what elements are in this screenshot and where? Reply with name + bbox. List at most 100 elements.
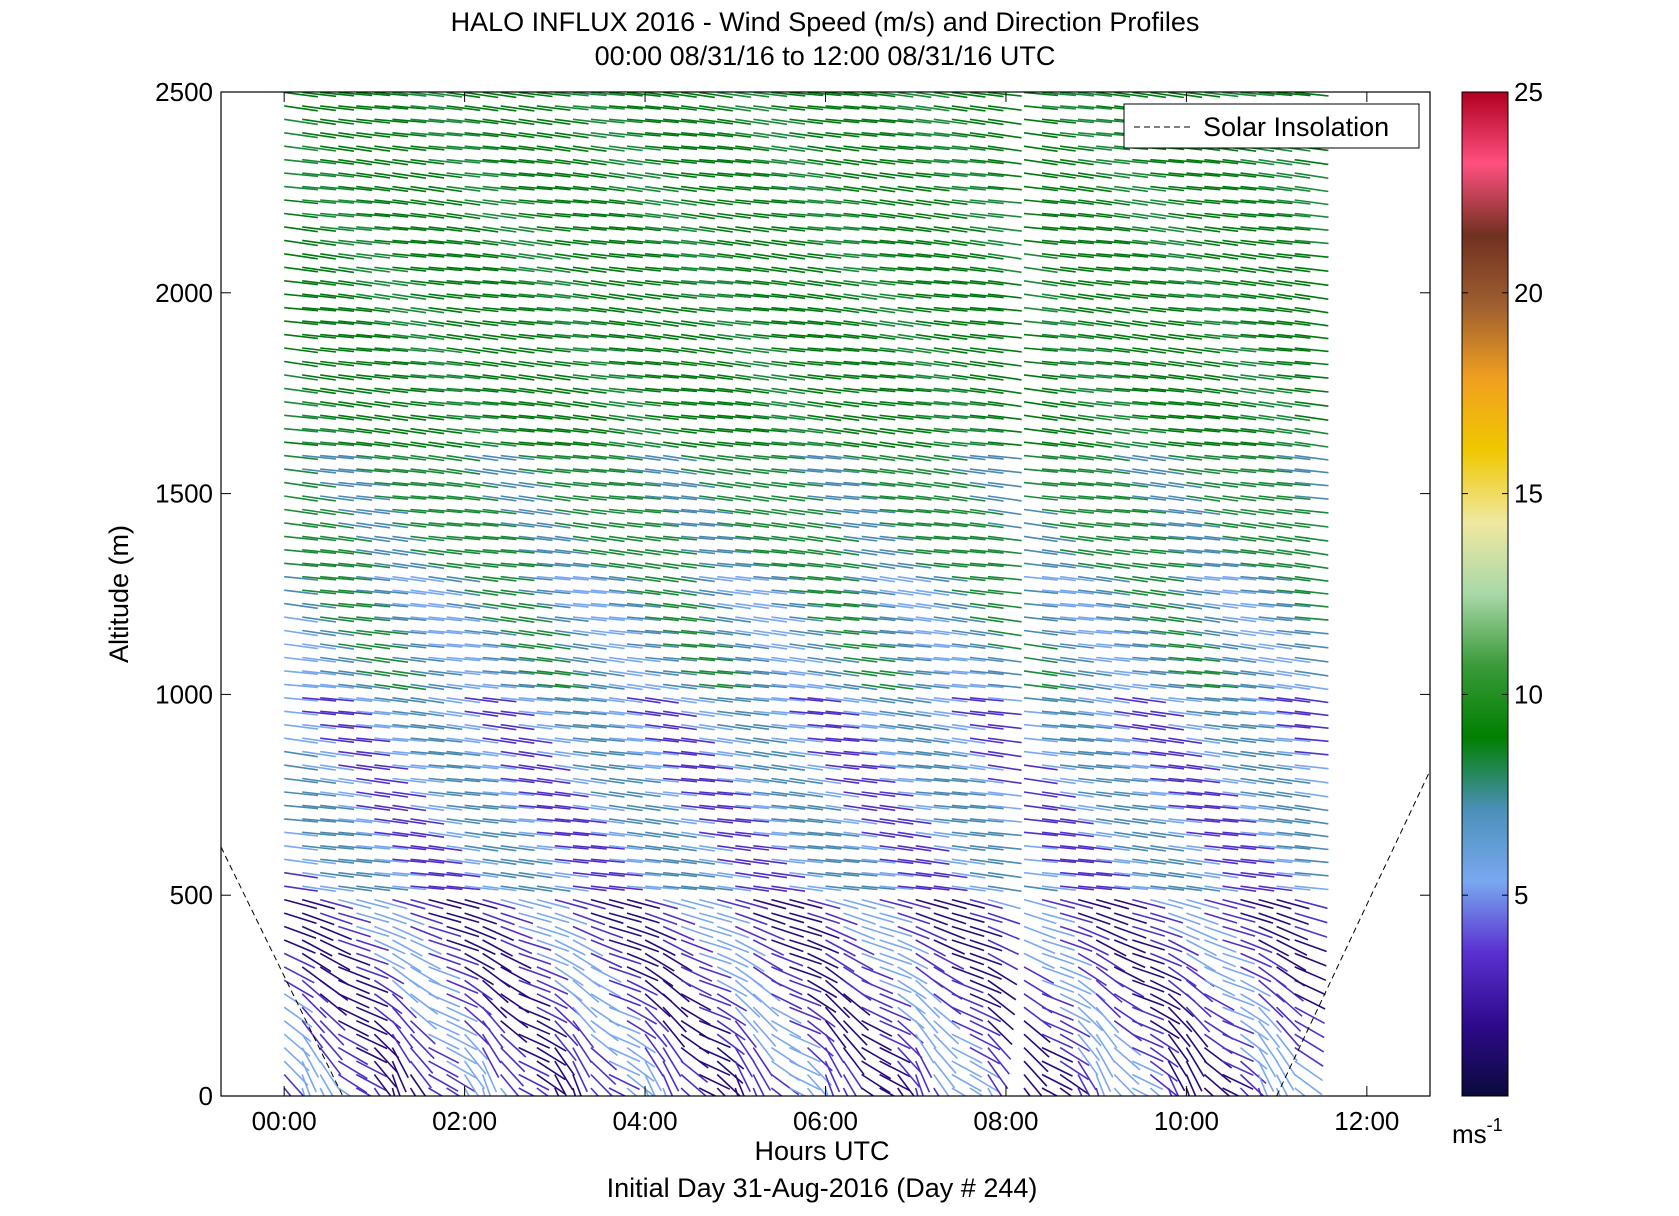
wind-barb: [1132, 508, 1167, 514]
wind-barb: [392, 185, 427, 193]
wind-barb: [626, 939, 660, 953]
wind-barb: [410, 939, 442, 955]
wind-barb: [1132, 522, 1167, 527]
wind-barb: [807, 374, 842, 380]
wind-barb: [807, 925, 840, 940]
wind-barb: [735, 118, 770, 126]
wind-barb: [356, 562, 391, 569]
wind-barb: [392, 92, 427, 97]
wind-barb: [951, 92, 986, 98]
wind-barb: [1276, 616, 1311, 622]
wind-barb: [753, 414, 788, 420]
wind-barb: [1294, 253, 1329, 258]
wind-barb: [843, 92, 878, 97]
wind-barb: [1240, 495, 1275, 501]
wind-barb: [1041, 871, 1076, 877]
wind-barb: [915, 293, 950, 299]
wind-barb: [1060, 602, 1094, 608]
wind-barb: [897, 495, 932, 501]
wind-barb: [717, 777, 752, 783]
wind-barb: [843, 360, 878, 366]
wind-barb: [374, 427, 409, 435]
wind-barb: [879, 306, 914, 314]
wind-barb: [608, 858, 643, 864]
wind-barb: [572, 818, 607, 824]
wind-barb: [464, 939, 496, 956]
wind-barb: [1185, 1047, 1205, 1078]
wind-barb: [500, 454, 535, 461]
wind-barb: [1023, 320, 1058, 326]
wind-barb: [662, 199, 697, 206]
wind-barb: [1258, 333, 1293, 339]
wind-barb: [320, 616, 355, 623]
wind-barb: [717, 387, 752, 394]
wind-barb: [1132, 670, 1167, 676]
wind-barb: [1240, 508, 1275, 516]
wind-barb: [590, 670, 625, 677]
wind-barb: [626, 764, 661, 770]
wind-barb: [374, 293, 409, 301]
wind-barb: [518, 239, 553, 247]
wind-barb: [752, 952, 784, 972]
wind-barb: [608, 952, 642, 965]
wind-barb: [1294, 764, 1329, 770]
wind-barb: [897, 697, 932, 704]
wind-barb: [681, 280, 716, 285]
wind-barb: [518, 549, 553, 554]
wind-barb: [1222, 495, 1257, 502]
wind-barb: [753, 562, 788, 568]
wind-barb: [302, 535, 336, 542]
wind-barb: [284, 831, 319, 837]
wind-barb: [825, 952, 855, 973]
wind-barb: [951, 885, 986, 892]
colorbar-tick-label-1: 10: [1514, 679, 1543, 709]
wind-barb: [771, 858, 806, 864]
wind-barb: [663, 791, 697, 797]
wind-barb: [861, 804, 896, 812]
wind-barb: [392, 172, 427, 179]
wind-barb: [1168, 710, 1203, 717]
wind-barb: [355, 1073, 387, 1092]
wind-barb: [933, 710, 968, 717]
wind-barb: [1041, 239, 1076, 245]
wind-barb: [482, 132, 517, 138]
wind-barb: [644, 912, 678, 926]
wind-barb: [464, 777, 499, 783]
wind-barb: [1132, 280, 1167, 285]
wind-barb: [753, 401, 788, 408]
wind-barb: [789, 508, 824, 515]
wind-barb: [1114, 333, 1148, 341]
wind-barb: [1204, 898, 1238, 910]
wind-barb: [626, 481, 661, 487]
wind-barb: [1114, 831, 1148, 839]
wind-barb: [951, 804, 986, 810]
wind-barb: [428, 1019, 460, 1036]
wind-barb: [320, 132, 355, 139]
wind-barb: [481, 1047, 500, 1078]
wind-barb: [897, 172, 932, 178]
wind-barb: [284, 602, 318, 610]
wind-barb: [1294, 993, 1326, 1010]
wind-barb: [320, 92, 355, 97]
wind-barb: [1222, 925, 1256, 937]
wind-barb: [1258, 589, 1293, 595]
wind-barb: [590, 481, 625, 487]
legend-label: Solar Insolation: [1203, 112, 1389, 142]
wind-barb: [464, 253, 499, 259]
wind-barb: [699, 710, 734, 717]
wind-barb: [807, 306, 842, 313]
wind-barb: [735, 495, 770, 502]
wind-barb: [933, 750, 968, 758]
wind-barb: [446, 925, 480, 938]
wind-barb: [302, 360, 337, 367]
wind-barb: [644, 1074, 656, 1096]
wind-barb: [861, 185, 896, 193]
wind-barb: [662, 898, 697, 910]
wind-barb: [374, 306, 409, 314]
wind-barb: [1023, 979, 1054, 999]
wind-barb: [1167, 1087, 1173, 1096]
wind-barb: [897, 1074, 915, 1096]
wind-barb: [428, 939, 462, 952]
wind-barb: [320, 253, 355, 260]
wind-barb: [1095, 925, 1128, 942]
